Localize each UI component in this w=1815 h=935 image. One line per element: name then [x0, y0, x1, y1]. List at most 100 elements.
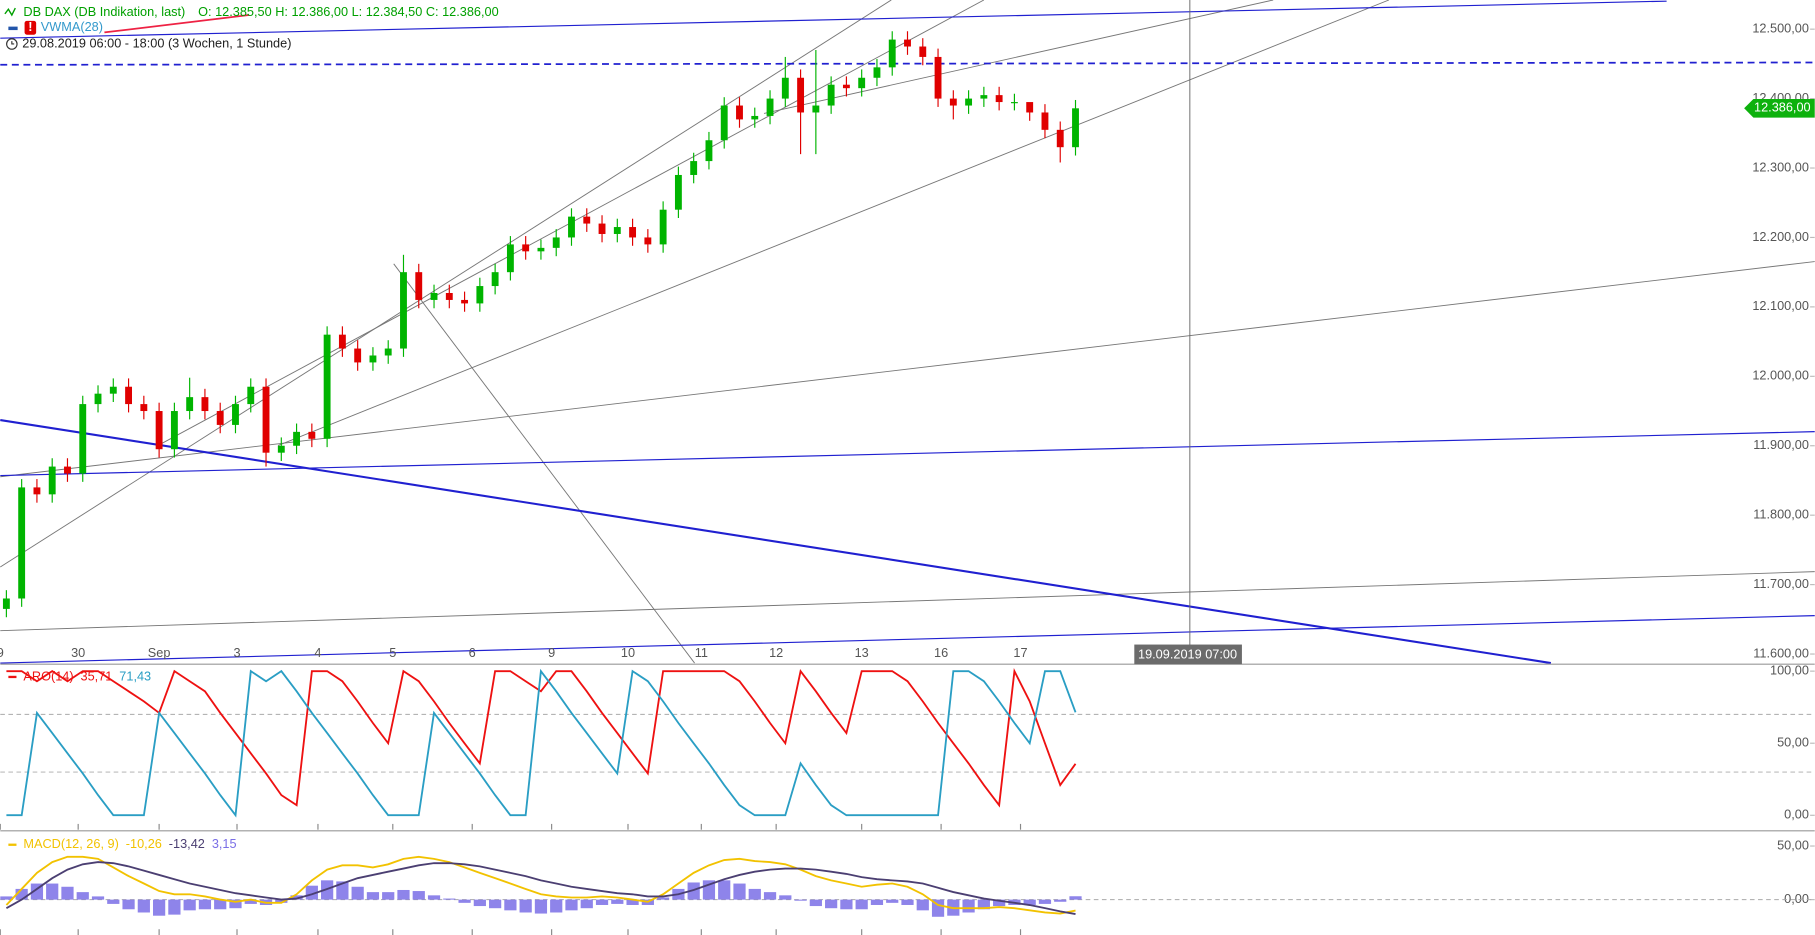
x-tick-label: 11 [695, 645, 708, 660]
trend-line [393, 263, 695, 664]
histogram-bar [886, 899, 899, 903]
x-tick-label: 17 [1013, 645, 1027, 660]
histogram-bar [427, 895, 441, 900]
legend-marker [8, 26, 18, 31]
legend-value: -10,26 [126, 836, 162, 851]
histogram-bar [168, 899, 181, 915]
histogram-bar [626, 899, 639, 905]
candle-body [888, 39, 896, 68]
candle-body [48, 466, 56, 495]
histogram-bar [61, 886, 74, 900]
x-tick-label: 16 [934, 645, 948, 660]
candle-body [766, 98, 774, 116]
candle-body [64, 466, 71, 474]
candle-body [445, 292, 453, 300]
candle-body [232, 404, 239, 425]
histogram-bar [595, 899, 609, 905]
histogram-bar [687, 882, 700, 900]
histogram-bar [870, 899, 884, 905]
y-tick-label: 11.700,00 [1753, 576, 1809, 591]
candle-body [705, 140, 713, 162]
y-tick-label: 11.900,00 [1753, 437, 1809, 452]
trend-line [0, 431, 1815, 477]
x-tick-label: 13 [855, 645, 869, 660]
histogram-bar [290, 895, 303, 900]
candle-body [186, 397, 194, 412]
candle-body [155, 411, 163, 450]
histogram-bar [198, 899, 212, 910]
price-tag [1744, 99, 1815, 118]
candle-body [247, 386, 255, 405]
candle-body [598, 223, 606, 234]
candle-body [751, 115, 759, 120]
period-label: 29.08.2019 06:00 - 18:00 (3 Wochen, 1 St… [22, 35, 291, 50]
header: DB DAX (DB Indikation, last) O: 12.385,5… [4, 4, 499, 50]
candle-body [736, 105, 743, 120]
candle-body [323, 334, 331, 439]
trend-line [763, 0, 1274, 114]
candle-body [583, 216, 591, 224]
candle-body [720, 105, 728, 141]
candle-body [461, 299, 469, 304]
x-tick-label: 6 [469, 645, 476, 660]
indicator-label: VWMA(28) [41, 19, 103, 34]
histogram-bar [412, 891, 425, 900]
trend-line [0, 0, 892, 568]
histogram-bar [275, 899, 288, 903]
candle-body [827, 84, 835, 106]
histogram-bar [305, 885, 318, 900]
y-tick-label: 50,00 [1777, 837, 1809, 852]
histogram-bar [534, 899, 548, 914]
candle-body [430, 292, 438, 300]
trend-line [277, 0, 1390, 446]
histogram-bar [336, 881, 349, 900]
histogram-bar [76, 892, 89, 900]
candle-body [369, 355, 377, 363]
ohlc-label: O: 12.385,50 H: 12.386,00 L: 12.384,50 C… [198, 4, 499, 19]
y-tick-label: 11.600,00 [1753, 645, 1809, 660]
vwma-line [104, 14, 250, 34]
histogram-bar [580, 899, 593, 909]
candle-body [201, 397, 209, 412]
histogram-bar [1054, 899, 1067, 902]
histogram-bar [366, 892, 380, 900]
candle-body [522, 244, 530, 252]
histogram-bar [611, 899, 624, 904]
clock-hands [11, 41, 15, 45]
x-tick-label: Sep [148, 645, 171, 660]
candle-body [1010, 102, 1018, 104]
y-tick-label: 0,00 [1784, 807, 1809, 822]
candle-body [308, 431, 316, 439]
histogram-bar [382, 892, 395, 900]
horizontal-line [0, 61, 1815, 66]
histogram-bar [733, 883, 746, 900]
candle-body [109, 386, 117, 394]
chart-title: DB DAX (DB Indikation, last) [23, 4, 185, 19]
histogram-bar [137, 899, 150, 913]
histogram-bar [46, 883, 59, 900]
histogram-bar [993, 899, 1006, 907]
candle-body [506, 244, 514, 273]
histogram-bar [153, 899, 166, 916]
histogram-bar [718, 880, 731, 900]
candle-body [690, 161, 698, 175]
y-tick-label: 0,00 [1784, 891, 1809, 906]
candle-body [1041, 112, 1049, 130]
y-tick-label: 12.000,00 [1752, 368, 1809, 383]
histogram-bar [489, 899, 502, 909]
x-tick-label: 4 [314, 645, 321, 660]
histogram-bar [748, 888, 761, 900]
candle-body [262, 386, 270, 453]
x-tick-label: 10 [621, 645, 635, 660]
legend-label: ARO(14) [23, 668, 73, 683]
histogram-bar [15, 888, 28, 900]
histogram-bar [351, 886, 364, 900]
histogram-bar [916, 899, 929, 911]
crosshair-label-box [1134, 644, 1242, 665]
histogram-bar [504, 899, 517, 911]
candle-body [934, 56, 942, 99]
y-tick-label: 100,00 [1770, 663, 1809, 678]
legend-value: 71,43 [119, 668, 151, 683]
candle-body [797, 77, 805, 113]
